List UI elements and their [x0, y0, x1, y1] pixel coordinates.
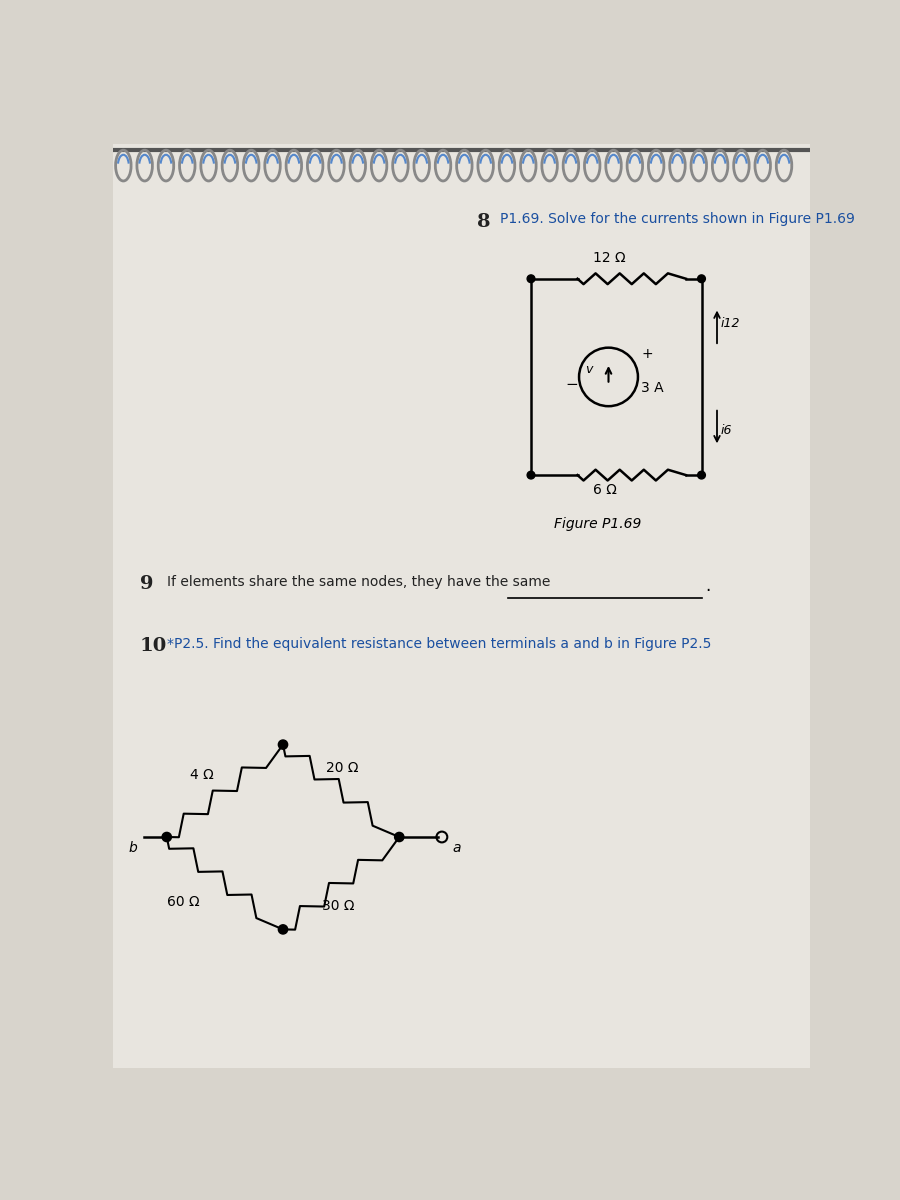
Circle shape	[278, 925, 288, 934]
Text: .: .	[706, 577, 711, 594]
Text: −: −	[566, 377, 579, 392]
Text: If elements share the same nodes, they have the same: If elements share the same nodes, they h…	[166, 575, 550, 589]
Text: i12: i12	[721, 317, 741, 330]
Text: 12 Ω: 12 Ω	[593, 251, 626, 265]
Text: 60 Ω: 60 Ω	[166, 895, 200, 910]
Text: Figure P1.69: Figure P1.69	[554, 517, 642, 532]
Text: 4 Ω: 4 Ω	[190, 768, 214, 782]
Circle shape	[278, 740, 288, 749]
Circle shape	[527, 472, 535, 479]
Text: 30 Ω: 30 Ω	[322, 899, 355, 913]
Circle shape	[527, 275, 535, 282]
Text: +: +	[641, 347, 652, 361]
Text: 8: 8	[477, 214, 490, 232]
Text: v: v	[585, 362, 592, 376]
Text: a: a	[452, 841, 461, 854]
Circle shape	[698, 472, 706, 479]
Circle shape	[394, 833, 404, 841]
Text: i6: i6	[721, 425, 733, 437]
Text: 3 A: 3 A	[641, 382, 663, 396]
Circle shape	[162, 833, 171, 841]
FancyBboxPatch shape	[112, 144, 810, 1068]
Text: 9: 9	[140, 575, 153, 593]
Text: P1.69. Solve for the currents shown in Figure P1.69: P1.69. Solve for the currents shown in F…	[500, 211, 855, 226]
Text: *P2.5. Find the equivalent resistance between terminals a and b in Figure P2.5: *P2.5. Find the equivalent resistance be…	[166, 637, 711, 650]
Text: 20 Ω: 20 Ω	[326, 761, 358, 775]
Text: 6 Ω: 6 Ω	[593, 482, 616, 497]
Circle shape	[698, 275, 706, 282]
Text: b: b	[129, 841, 138, 854]
Text: 10: 10	[140, 637, 166, 655]
